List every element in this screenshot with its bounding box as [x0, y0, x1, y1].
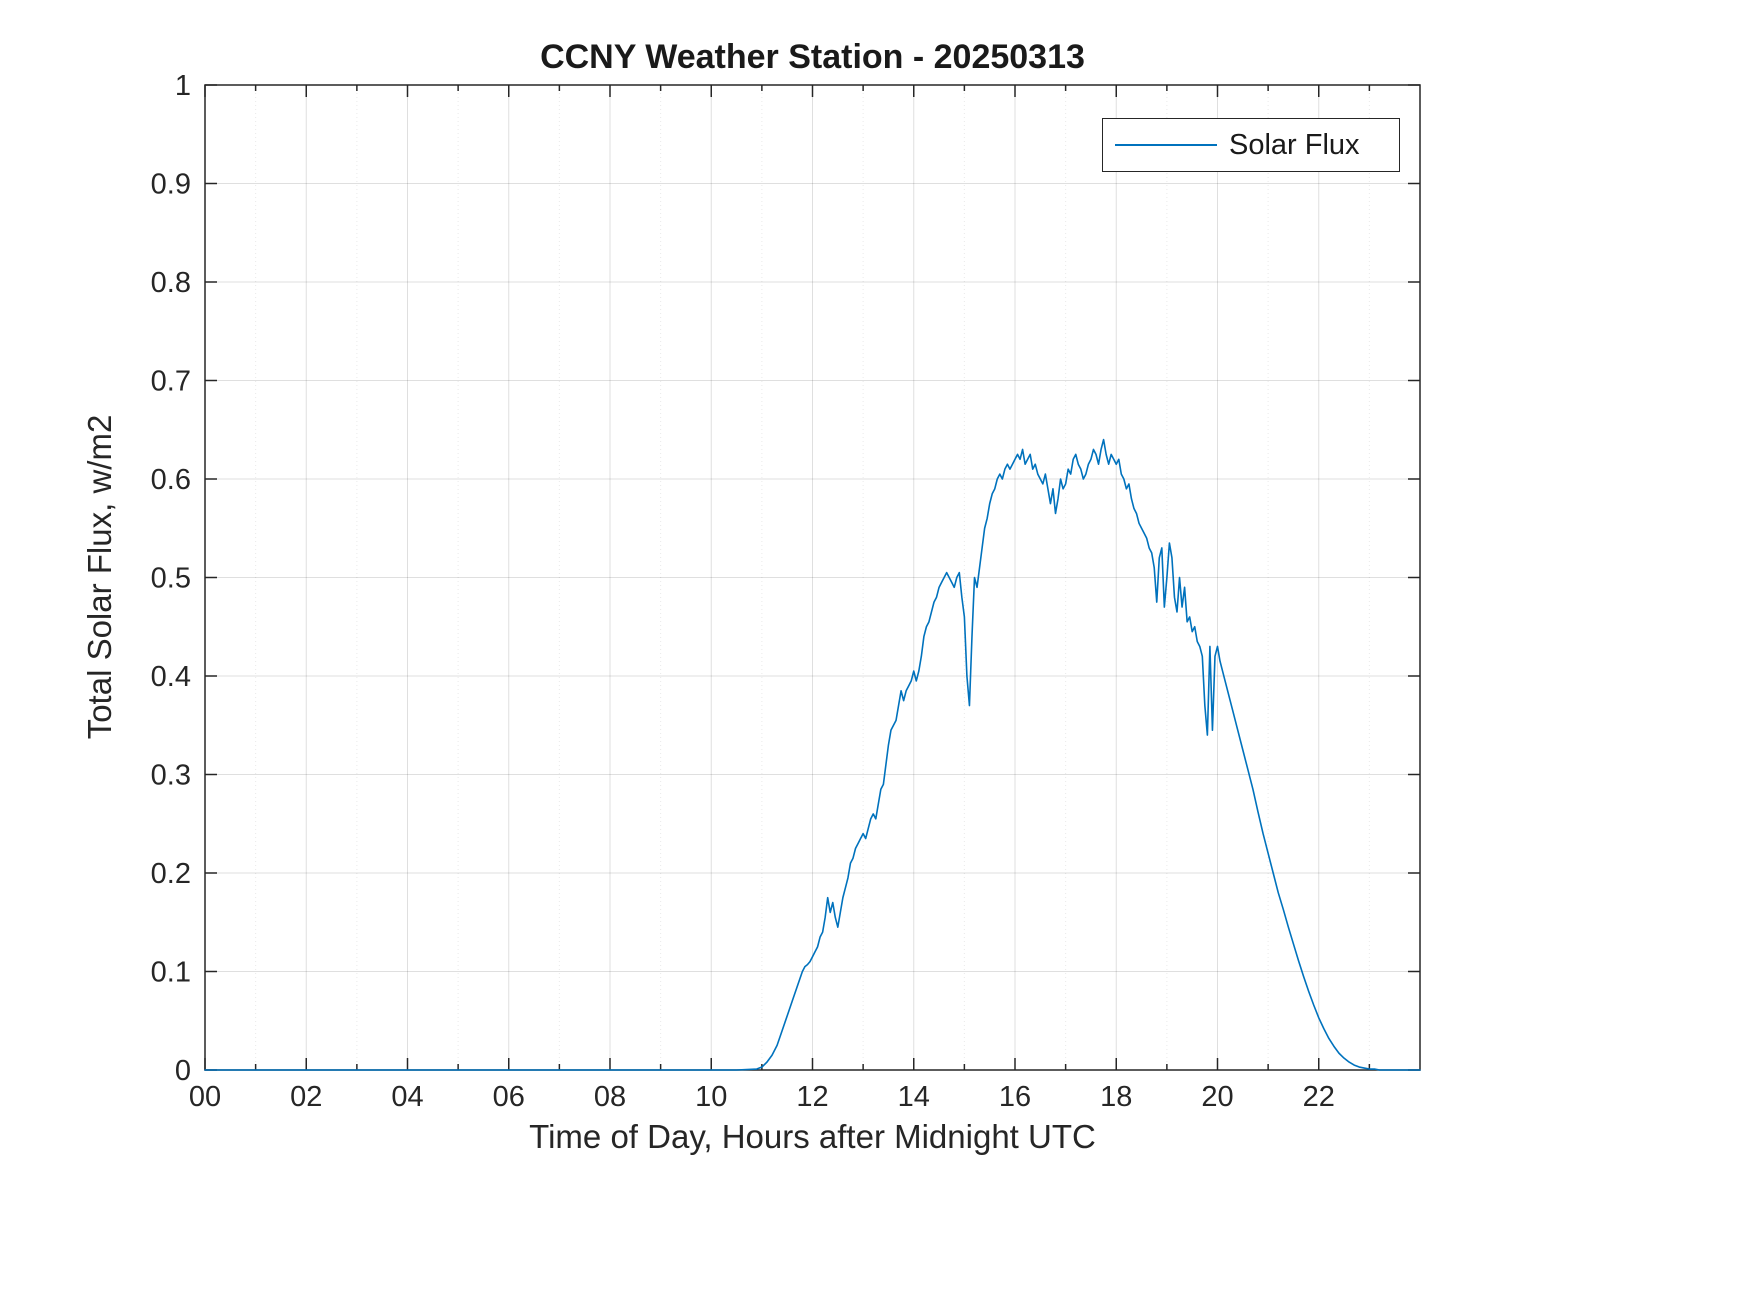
plot-border	[204, 84, 1421, 1071]
y-tick-label: 0.6	[151, 464, 191, 496]
x-tick-label: 20	[1201, 1081, 1233, 1113]
y-tick-label: 0.7	[151, 366, 191, 398]
x-tick-label: 22	[1303, 1081, 1335, 1113]
grid-lines	[205, 85, 1420, 1070]
x-tick-label: 00	[189, 1081, 221, 1113]
x-tick-label: 04	[391, 1081, 423, 1113]
chart-title: CCNY Weather Station - 20250313	[540, 38, 1085, 76]
y-tick-label: 0	[175, 1055, 191, 1087]
y-tick-label: 0.1	[151, 957, 191, 989]
x-tick-label: 06	[493, 1081, 525, 1113]
y-axis-label: Total Solar Flux, w/m2	[81, 414, 118, 740]
y-tick-label: 0.3	[151, 760, 191, 792]
x-tick-label: 16	[999, 1081, 1031, 1113]
x-tick-label: 18	[1100, 1081, 1132, 1113]
y-tick-label: 0.8	[151, 267, 191, 299]
legend-line-sample	[1115, 144, 1217, 146]
y-tick-label: 0.2	[151, 858, 191, 890]
x-tick-label: 12	[796, 1081, 828, 1113]
data-series	[204, 438, 1421, 1071]
x-axis-label: Time of Day, Hours after Midnight UTC	[529, 1118, 1096, 1155]
legend-label: Solar Flux	[1229, 128, 1360, 161]
x-tick-label: 02	[290, 1081, 322, 1113]
legend: Solar Flux	[1102, 118, 1400, 172]
y-tick-label: 0.4	[151, 661, 191, 693]
x-tick-label: 14	[898, 1081, 930, 1113]
y-tick-label: 0.5	[151, 563, 191, 595]
y-tick-label: 0.9	[151, 169, 191, 201]
tick-labels: 00 02 04 06 08 10 12 14 16 18 20 22 0 0.1 0.2 0.3 0.4 0.5…	[151, 70, 1335, 1113]
y-tick-label: 1	[175, 70, 191, 102]
axis-box	[204, 84, 1421, 1071]
solar-flux-line	[204, 438, 1421, 1071]
x-tick-label: 10	[695, 1081, 727, 1113]
x-tick-label: 08	[594, 1081, 626, 1113]
axis-ticks	[204, 84, 1420, 1071]
